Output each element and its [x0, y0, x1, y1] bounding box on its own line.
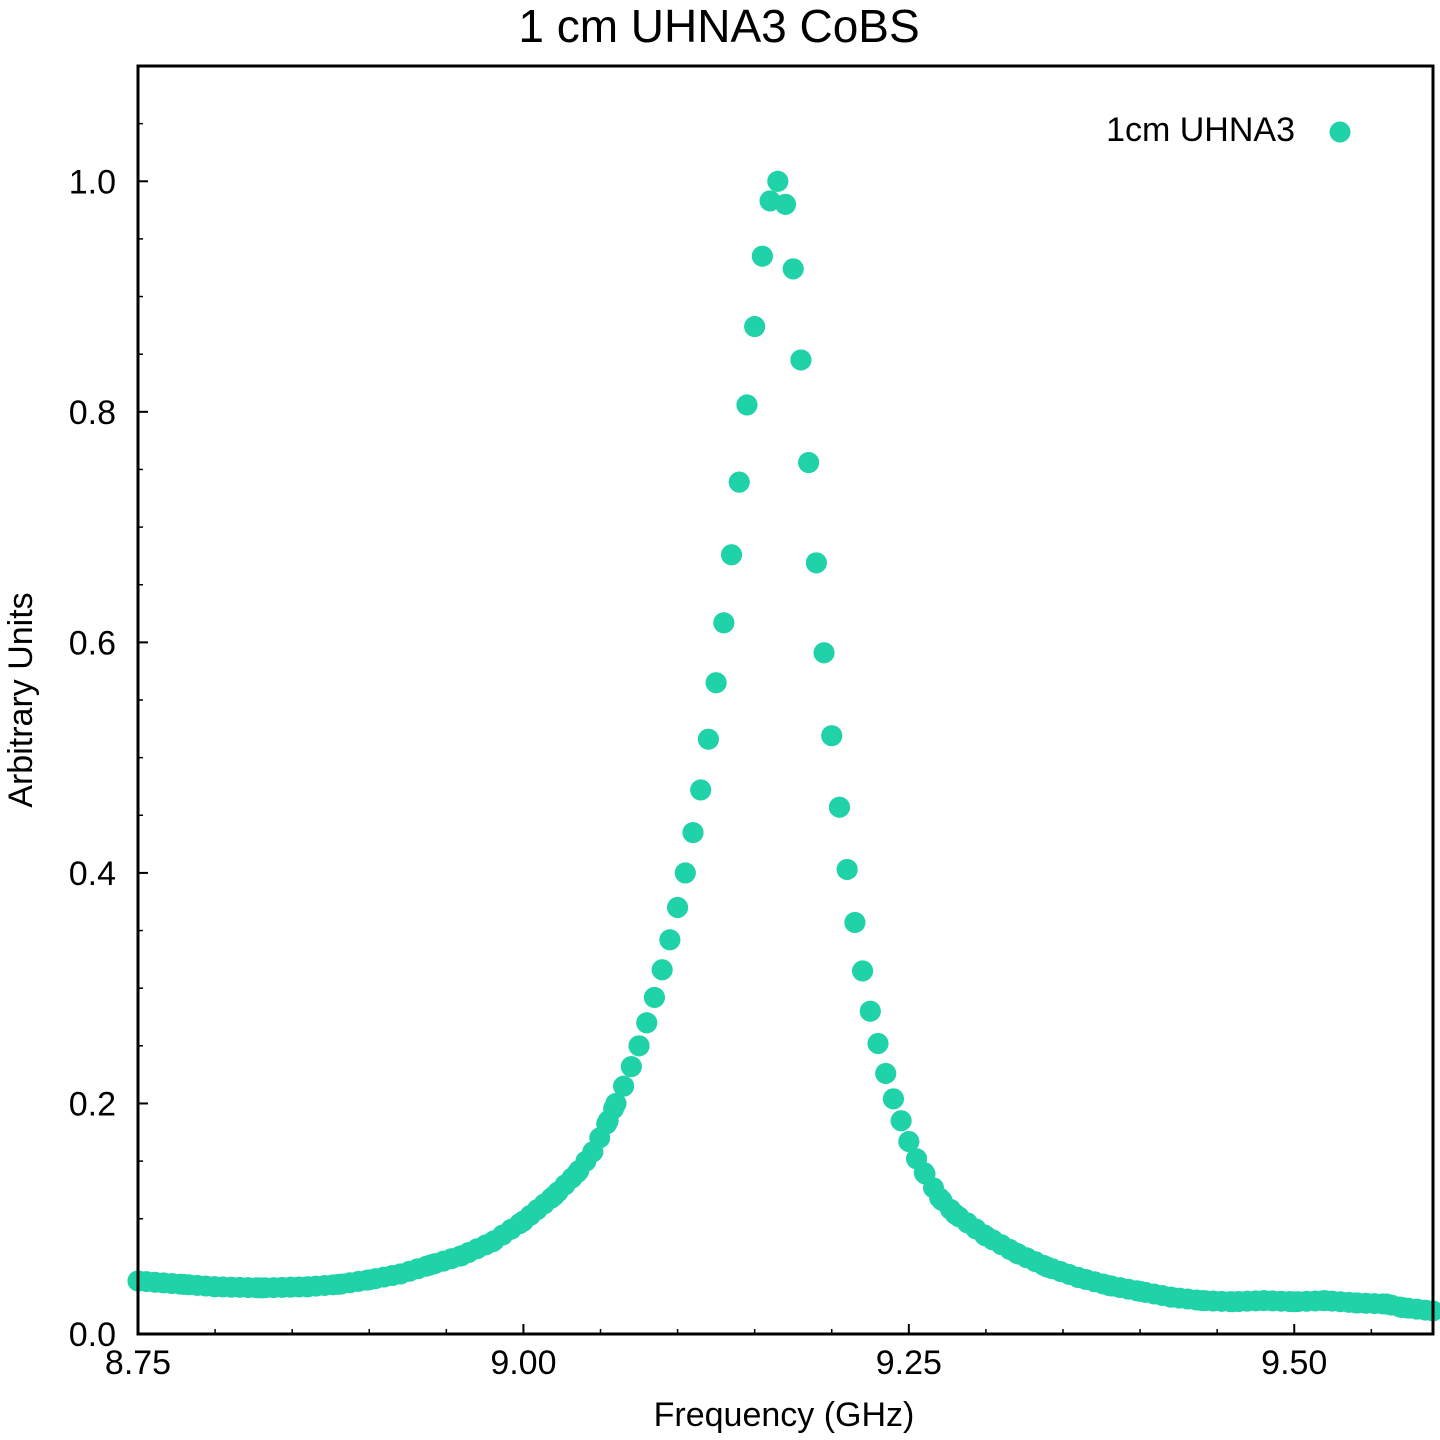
y-tick-label: 0.6 — [69, 624, 116, 662]
plot-frame — [136, 64, 1435, 1336]
data-point — [782, 258, 804, 280]
data-point — [690, 779, 712, 801]
data-point — [821, 725, 843, 747]
data-point — [875, 1062, 897, 1084]
data-point — [844, 911, 866, 933]
legend: 1cm UHNA3 — [1106, 111, 1351, 149]
x-tick-label: 9.00 — [490, 1344, 556, 1382]
y-tick-label: 0.0 — [69, 1316, 116, 1354]
data-point — [805, 552, 827, 574]
data-point — [613, 1075, 635, 1097]
data-point — [705, 672, 727, 694]
data-point — [728, 471, 750, 493]
data-point — [890, 1110, 912, 1132]
y-tick-label: 0.2 — [69, 1085, 116, 1123]
data-point — [667, 896, 689, 918]
data-point — [651, 959, 673, 981]
y-tick-label: 0.8 — [69, 394, 116, 432]
data-point — [643, 986, 665, 1008]
data-points — [127, 170, 1440, 1322]
data-point — [898, 1130, 920, 1152]
data-point — [713, 612, 735, 634]
data-point — [736, 394, 758, 416]
data-point — [659, 929, 681, 951]
data-point — [751, 245, 773, 267]
x-tick-label: 8.75 — [105, 1344, 171, 1382]
y-tick-label: 1.0 — [69, 163, 116, 201]
data-point — [852, 960, 874, 982]
data-point — [744, 316, 766, 338]
data-point — [605, 1092, 627, 1114]
data-point — [697, 728, 719, 750]
data-point — [836, 858, 858, 880]
legend-marker — [1329, 121, 1351, 143]
data-point — [828, 796, 850, 818]
data-point — [775, 193, 796, 215]
data-point — [620, 1056, 642, 1078]
data-point — [882, 1088, 904, 1110]
x-axis-label: Frequency (GHz) — [654, 1396, 915, 1434]
x-tick-label: 9.25 — [876, 1344, 942, 1382]
data-point — [767, 170, 789, 192]
data-point — [867, 1033, 889, 1055]
data-point — [721, 544, 743, 566]
data-point — [798, 452, 820, 474]
data-point — [628, 1035, 650, 1057]
y-axis-label: Arbitrary Units — [2, 592, 40, 807]
data-point — [859, 1000, 881, 1022]
legend-label: 1cm UHNA3 — [1106, 111, 1295, 149]
data-point — [1422, 1300, 1440, 1322]
data-point — [674, 862, 696, 884]
axis-ticks: 0.0 0.2 0.4 0.6 0.8 1.0 8.75 9.00 9.25 9.50 — [69, 65, 1373, 1382]
chart-title: 1 cm UHNA3 CoBS — [518, 0, 919, 52]
data-point — [636, 1012, 658, 1034]
data-point — [790, 349, 812, 371]
y-tick-label: 0.4 — [69, 855, 116, 893]
x-tick-label: 9.50 — [1261, 1344, 1327, 1382]
data-point — [682, 822, 704, 844]
data-point — [813, 642, 835, 664]
